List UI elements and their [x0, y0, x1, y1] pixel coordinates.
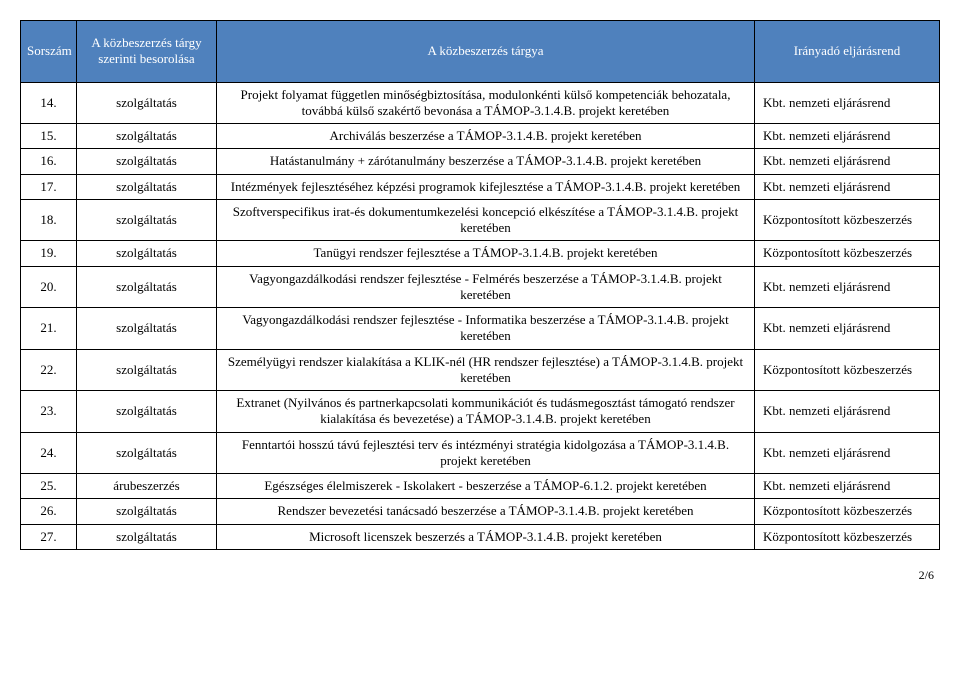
cell-targya: Tanügyi rendszer fejlesztése a TÁMOP-3.1…: [217, 241, 755, 266]
table-row: 15.szolgáltatásArchiválás beszerzése a T…: [21, 124, 940, 149]
cell-sorszam: 24.: [21, 432, 77, 474]
cell-targya: Fenntartói hosszú távú fejlesztési terv …: [217, 432, 755, 474]
cell-targya: Hatástanulmány + zárótanulmány beszerzés…: [217, 149, 755, 174]
table-row: 18.szolgáltatásSzoftverspecifikus irat-é…: [21, 199, 940, 241]
cell-besorolas: szolgáltatás: [77, 432, 217, 474]
cell-eljarasrend: Kbt. nemzeti eljárásrend: [755, 149, 940, 174]
header-col-targya: A közbeszerzés tárgya: [217, 21, 755, 83]
procurement-table: Sorszám A közbeszerzés tárgy szerinti be…: [20, 20, 940, 550]
cell-sorszam: 16.: [21, 149, 77, 174]
cell-sorszam: 19.: [21, 241, 77, 266]
cell-eljarasrend: Kbt. nemzeti eljárásrend: [755, 82, 940, 124]
cell-besorolas: szolgáltatás: [77, 349, 217, 391]
table-row: 26.szolgáltatásRendszer bevezetési tanác…: [21, 499, 940, 524]
table-header: Sorszám A közbeszerzés tárgy szerinti be…: [21, 21, 940, 83]
cell-targya: Extranet (Nyilvános és partnerkapcsolati…: [217, 391, 755, 433]
cell-sorszam: 15.: [21, 124, 77, 149]
cell-targya: Vagyongazdálkodási rendszer fejlesztése …: [217, 308, 755, 350]
cell-eljarasrend: Kbt. nemzeti eljárásrend: [755, 124, 940, 149]
cell-sorszam: 27.: [21, 524, 77, 549]
table-row: 16.szolgáltatásHatástanulmány + zárótanu…: [21, 149, 940, 174]
table-row: 20.szolgáltatásVagyongazdálkodási rendsz…: [21, 266, 940, 308]
table-row: 25.árubeszerzésEgészséges élelmiszerek -…: [21, 474, 940, 499]
table-row: 14.szolgáltatásProjekt folyamat függetle…: [21, 82, 940, 124]
cell-besorolas: szolgáltatás: [77, 524, 217, 549]
cell-eljarasrend: Kbt. nemzeti eljárásrend: [755, 174, 940, 199]
cell-targya: Projekt folyamat független minőségbiztos…: [217, 82, 755, 124]
page-container: Sorszám A közbeszerzés tárgy szerinti be…: [20, 20, 940, 583]
cell-besorolas: szolgáltatás: [77, 391, 217, 433]
cell-eljarasrend: Kbt. nemzeti eljárásrend: [755, 474, 940, 499]
cell-besorolas: szolgáltatás: [77, 124, 217, 149]
header-col-eljarasrend: Irányadó eljárásrend: [755, 21, 940, 83]
cell-besorolas: szolgáltatás: [77, 199, 217, 241]
table-row: 24.szolgáltatásFenntartói hosszú távú fe…: [21, 432, 940, 474]
cell-sorszam: 17.: [21, 174, 77, 199]
table-row: 21.szolgáltatásVagyongazdálkodási rendsz…: [21, 308, 940, 350]
table-row: 27.szolgáltatásMicrosoft licenszek besze…: [21, 524, 940, 549]
table-row: 23.szolgáltatásExtranet (Nyilvános és pa…: [21, 391, 940, 433]
cell-eljarasrend: Központosított közbeszerzés: [755, 241, 940, 266]
cell-besorolas: szolgáltatás: [77, 499, 217, 524]
cell-eljarasrend: Központosított közbeszerzés: [755, 199, 940, 241]
cell-sorszam: 18.: [21, 199, 77, 241]
cell-besorolas: szolgáltatás: [77, 266, 217, 308]
cell-besorolas: árubeszerzés: [77, 474, 217, 499]
table-row: 17.szolgáltatásIntézmények fejlesztéséhe…: [21, 174, 940, 199]
cell-sorszam: 25.: [21, 474, 77, 499]
table-body: 14.szolgáltatásProjekt folyamat függetle…: [21, 82, 940, 549]
cell-besorolas: szolgáltatás: [77, 241, 217, 266]
page-number: 2/6: [20, 568, 940, 583]
cell-targya: Archiválás beszerzése a TÁMOP-3.1.4.B. p…: [217, 124, 755, 149]
cell-sorszam: 20.: [21, 266, 77, 308]
cell-eljarasrend: Központosított közbeszerzés: [755, 499, 940, 524]
cell-targya: Szoftverspecifikus irat-és dokumentumkez…: [217, 199, 755, 241]
cell-eljarasrend: Kbt. nemzeti eljárásrend: [755, 432, 940, 474]
header-col-besorolas: A közbeszerzés tárgy szerinti besorolása: [77, 21, 217, 83]
cell-sorszam: 23.: [21, 391, 77, 433]
cell-targya: Rendszer bevezetési tanácsadó beszerzése…: [217, 499, 755, 524]
cell-targya: Személyügyi rendszer kialakítása a KLIK-…: [217, 349, 755, 391]
table-row: 22.szolgáltatásSzemélyügyi rendszer kial…: [21, 349, 940, 391]
header-col-sorszam: Sorszám: [21, 21, 77, 83]
cell-besorolas: szolgáltatás: [77, 149, 217, 174]
cell-sorszam: 22.: [21, 349, 77, 391]
cell-besorolas: szolgáltatás: [77, 82, 217, 124]
cell-eljarasrend: Kbt. nemzeti eljárásrend: [755, 308, 940, 350]
cell-eljarasrend: Kbt. nemzeti eljárásrend: [755, 391, 940, 433]
table-row: 19.szolgáltatásTanügyi rendszer fejleszt…: [21, 241, 940, 266]
cell-besorolas: szolgáltatás: [77, 174, 217, 199]
cell-targya: Egészséges élelmiszerek - Iskolakert - b…: [217, 474, 755, 499]
cell-sorszam: 21.: [21, 308, 77, 350]
cell-eljarasrend: Központosított közbeszerzés: [755, 349, 940, 391]
cell-targya: Microsoft licenszek beszerzés a TÁMOP-3.…: [217, 524, 755, 549]
cell-besorolas: szolgáltatás: [77, 308, 217, 350]
cell-targya: Intézmények fejlesztéséhez képzési progr…: [217, 174, 755, 199]
cell-eljarasrend: Kbt. nemzeti eljárásrend: [755, 266, 940, 308]
cell-sorszam: 14.: [21, 82, 77, 124]
cell-sorszam: 26.: [21, 499, 77, 524]
cell-targya: Vagyongazdálkodási rendszer fejlesztése …: [217, 266, 755, 308]
cell-eljarasrend: Központosított közbeszerzés: [755, 524, 940, 549]
header-row: Sorszám A közbeszerzés tárgy szerinti be…: [21, 21, 940, 83]
